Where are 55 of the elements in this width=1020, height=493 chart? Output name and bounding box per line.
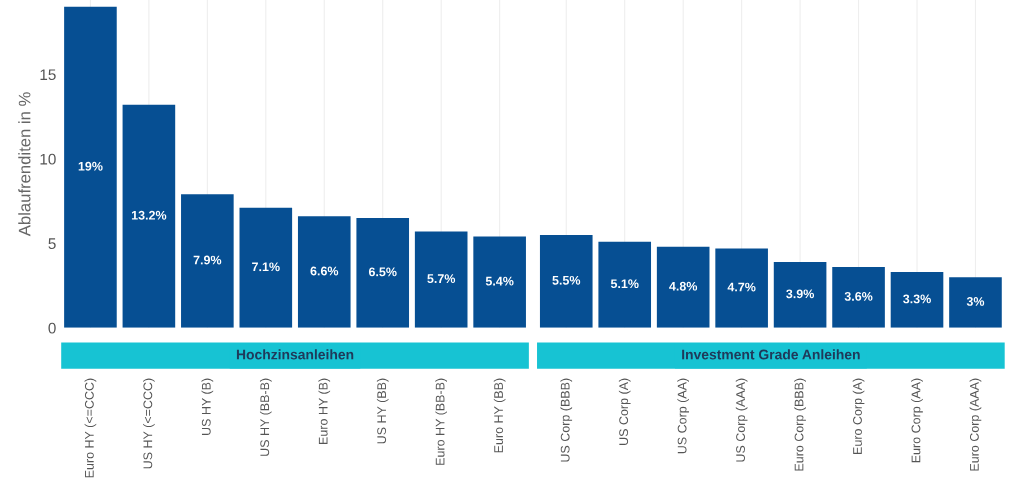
x-tick-label: Euro Corp (AA) [911,378,923,463]
bar [297,216,351,328]
x-tick-label: Euro Corp (BBB) [794,378,806,471]
data-label: 3% [966,297,985,306]
bar [473,236,526,328]
data-label: 4.8% [669,281,698,291]
x-tick-label: Euro HY (BB) [493,378,506,453]
x-tick-label: Euro HY (B) [318,378,331,444]
data-label: 3.3% [903,294,931,304]
bar [239,207,293,328]
bar [181,194,234,328]
bar [356,218,410,328]
data-label: 3.6% [844,291,873,301]
data-label: 5.5% [552,275,581,285]
bar [890,272,944,328]
bar [949,277,1002,328]
data-label: 6.6% [310,266,339,276]
x-tick-label: US Corp (AA) [677,378,689,454]
bar [414,231,468,328]
text: Investment Grade Anleihen [682,349,860,360]
data-label: 7.1% [252,262,280,272]
x-tick-label: Euro Corp (AAA) [969,378,982,471]
y-tick-label: 15 [40,69,56,81]
x-tick-label: US HY (BB) [376,378,389,444]
data-label: 5.4% [485,276,514,286]
data-label: 3.9% [786,289,815,299]
x-tick-label: US Corp (AAA) [735,378,748,462]
y-tick-label: 0 [48,322,56,334]
x-tick-label: US HY (BB-B) [259,378,272,456]
bar [773,261,827,328]
bar [598,241,652,328]
x-tick-label: US HY (<=CCC) [143,378,155,469]
y-tick-label: 5 [48,238,56,250]
data-label: 4.7% [727,282,756,292]
x-tick-label: Euro HY (BB-B) [435,378,447,465]
data-label: 7.9% [193,255,222,265]
data-label: 13.2% [131,210,167,220]
bar [832,267,885,328]
data-label: 19% [78,161,103,171]
x-tick-label: Euro HY (<=CCC) [84,378,97,478]
text: Hochzinsanleihen [236,349,354,360]
x-tick-label: US Corp (BBB) [560,378,573,462]
data-label: 6.5% [368,267,397,277]
x-tick-label: US Corp (A) [618,378,631,445]
data-label: 5.1% [610,279,639,289]
y-axis-title: Ablaufrenditen in % [18,92,31,237]
data-label: 5.7% [427,274,456,284]
y-tick-label: 10 [40,153,56,165]
bar [539,234,593,328]
bar [64,6,117,328]
bar [656,246,710,328]
bar [715,248,768,328]
x-tick-label: US HY (B) [201,378,214,435]
bar [122,104,176,328]
x-tick-label: Euro Corp (A) [852,378,865,454]
